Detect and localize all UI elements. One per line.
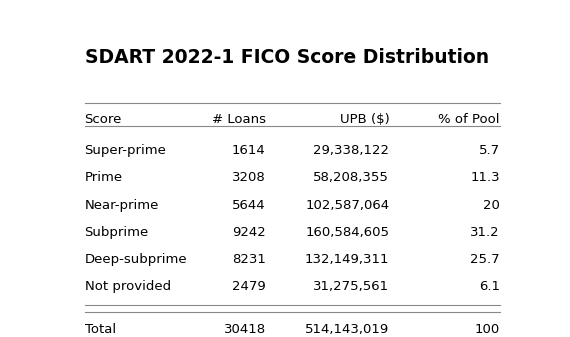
Text: Near-prime: Near-prime [84,199,159,212]
Text: 1614: 1614 [232,144,266,157]
Text: 30418: 30418 [223,323,266,336]
Text: UPB ($): UPB ($) [340,113,389,126]
Text: 5644: 5644 [232,199,266,212]
Text: % of Pool: % of Pool [438,113,500,126]
Text: 25.7: 25.7 [470,253,500,266]
Text: 8231: 8231 [232,253,266,266]
Text: Total: Total [84,323,116,336]
Text: Prime: Prime [84,172,123,184]
Text: 132,149,311: 132,149,311 [305,253,389,266]
Text: 29,338,122: 29,338,122 [314,144,389,157]
Text: 6.1: 6.1 [479,280,500,294]
Text: 3208: 3208 [232,172,266,184]
Text: 31.2: 31.2 [470,226,500,239]
Text: Subprime: Subprime [84,226,149,239]
Text: 11.3: 11.3 [470,172,500,184]
Text: 2479: 2479 [232,280,266,294]
Text: 514,143,019: 514,143,019 [305,323,389,336]
Text: Score: Score [84,113,122,126]
Text: 5.7: 5.7 [479,144,500,157]
Text: # Loans: # Loans [211,113,266,126]
Text: Deep-subprime: Deep-subprime [84,253,187,266]
Text: Not provided: Not provided [84,280,170,294]
Text: 100: 100 [474,323,500,336]
Text: 31,275,561: 31,275,561 [313,280,389,294]
Text: SDART 2022-1 FICO Score Distribution: SDART 2022-1 FICO Score Distribution [84,48,488,67]
Text: 20: 20 [483,199,500,212]
Text: Super-prime: Super-prime [84,144,166,157]
Text: 160,584,605: 160,584,605 [306,226,389,239]
Text: 58,208,355: 58,208,355 [314,172,389,184]
Text: 102,587,064: 102,587,064 [305,199,389,212]
Text: 9242: 9242 [232,226,266,239]
